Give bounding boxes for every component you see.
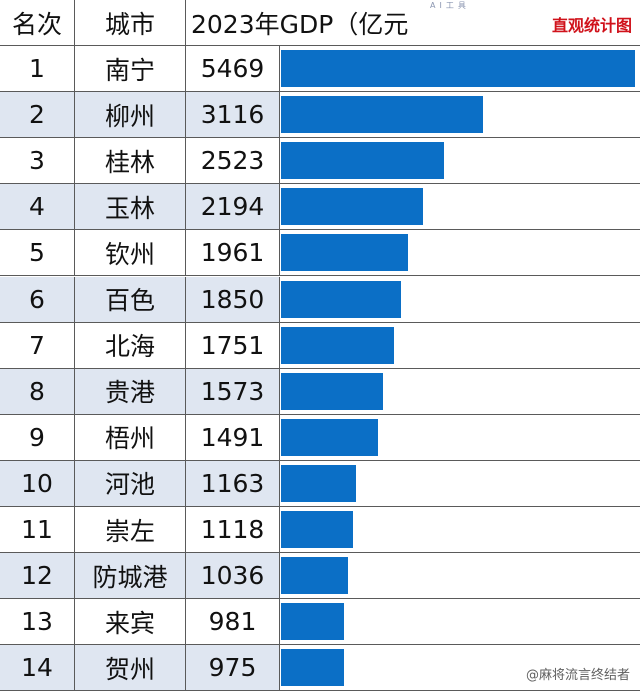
bar-cell xyxy=(280,415,640,460)
gdp-bar xyxy=(281,142,444,180)
header-gdp: 2023年GDP（亿元 xyxy=(191,9,409,39)
bar-cell xyxy=(280,277,640,322)
gdp-bar xyxy=(281,234,408,272)
rank-cell: 2 xyxy=(0,92,75,138)
gdp-bar xyxy=(281,649,344,687)
gdp-bar xyxy=(281,464,356,502)
table-row: 9 梧州 1491 xyxy=(0,414,640,461)
bar-cell xyxy=(280,92,640,137)
gdp-value-cell: 1961 xyxy=(186,230,280,276)
toolbar[interactable]: AI工具 xyxy=(430,0,470,10)
rank-cell: 7 xyxy=(0,322,75,368)
bar-cell xyxy=(280,553,640,598)
bar-cell xyxy=(280,230,640,275)
gdp-bar xyxy=(281,326,394,364)
rank-cell: 5 xyxy=(0,230,75,276)
rank-cell: 1 xyxy=(0,46,75,91)
gdp-bar xyxy=(281,50,635,87)
gdp-value-cell: 1118 xyxy=(186,507,280,552)
header-rank: 名次 xyxy=(0,0,75,45)
bar-cell xyxy=(280,46,640,91)
city-cell: 钦州 xyxy=(75,230,186,276)
gdp-bar xyxy=(281,511,353,548)
city-cell: 来宾 xyxy=(75,599,186,645)
bar-cell xyxy=(280,645,640,690)
gdp-value-cell: 2194 xyxy=(186,184,280,230)
table-row: 7 北海 1751 xyxy=(0,322,640,369)
table-row: 13 来宾 981 xyxy=(0,599,640,646)
ai-tools-label[interactable]: AI工具 xyxy=(430,1,470,10)
rank-cell: 10 xyxy=(0,460,75,506)
gdp-bar xyxy=(281,372,383,410)
rank-cell: 12 xyxy=(0,553,75,599)
gdp-value-cell: 975 xyxy=(186,645,280,691)
bar-cell xyxy=(280,323,640,368)
table-row: 8 贵港 1573 xyxy=(0,368,640,415)
bar-cell xyxy=(280,507,640,552)
gdp-bar xyxy=(281,188,423,226)
gdp-bar xyxy=(281,557,348,595)
gdp-value-cell: 1491 xyxy=(186,414,280,460)
city-cell: 玉林 xyxy=(75,184,186,230)
rank-cell: 11 xyxy=(0,507,75,552)
gdp-value-cell: 1751 xyxy=(186,322,280,368)
rank-cell: 8 xyxy=(0,368,75,414)
rank-cell: 6 xyxy=(0,276,75,322)
city-cell: 北海 xyxy=(75,322,186,368)
city-cell: 柳州 xyxy=(75,92,186,138)
bar-cell xyxy=(280,138,640,183)
bar-cell xyxy=(280,369,640,414)
city-cell: 贵港 xyxy=(75,368,186,414)
table-row: 1 南宁 5469 xyxy=(0,46,640,92)
gdp-value-cell: 1163 xyxy=(186,460,280,506)
gdp-bar xyxy=(281,418,378,456)
header-city: 城市 xyxy=(75,0,186,45)
city-cell: 崇左 xyxy=(75,507,186,552)
table-row: 6 百色 1850 xyxy=(0,276,640,323)
gdp-bar xyxy=(281,280,401,318)
city-cell: 桂林 xyxy=(75,138,186,184)
table-row: 12 防城港 1036 xyxy=(0,553,640,600)
header-row: 名次 城市 2023年GDP（亿元 xyxy=(0,0,640,46)
watermark-bottom: @麻将流言终结者 xyxy=(525,668,630,683)
gdp-value-cell: 1573 xyxy=(186,368,280,414)
city-cell: 贺州 xyxy=(75,645,186,691)
watermark-top: 直观统计图 xyxy=(549,12,634,36)
table-row: 2 柳州 3116 xyxy=(0,92,640,139)
gdp-value-cell: 981 xyxy=(186,599,280,645)
city-cell: 南宁 xyxy=(75,46,186,91)
bar-cell xyxy=(280,184,640,229)
city-cell: 百色 xyxy=(75,276,186,322)
gdp-value-cell: 3116 xyxy=(186,92,280,138)
table-row: 10 河池 1163 xyxy=(0,460,640,507)
rank-cell: 13 xyxy=(0,599,75,645)
rank-cell: 14 xyxy=(0,645,75,691)
gdp-value-cell: 2523 xyxy=(186,138,280,184)
table-row: 3 桂林 2523 xyxy=(0,138,640,185)
gdp-value-cell: 1850 xyxy=(186,276,280,322)
city-cell: 梧州 xyxy=(75,414,186,460)
rank-cell: 9 xyxy=(0,414,75,460)
rank-cell: 3 xyxy=(0,138,75,184)
table-row: 14 贺州 975 xyxy=(0,645,640,691)
table-row: 4 玉林 2194 xyxy=(0,184,640,231)
table-row: 5 钦州 1961 xyxy=(0,230,640,277)
table-row: 11 崇左 1118 xyxy=(0,507,640,553)
gdp-value-cell: 1036 xyxy=(186,553,280,599)
gdp-bar xyxy=(281,603,344,641)
city-cell: 河池 xyxy=(75,460,186,506)
bar-cell xyxy=(280,599,640,644)
gdp-value-cell: 5469 xyxy=(186,46,280,91)
gdp-bar xyxy=(281,96,483,134)
city-cell: 防城港 xyxy=(75,553,186,599)
bar-cell xyxy=(280,461,640,506)
rank-cell: 4 xyxy=(0,184,75,230)
